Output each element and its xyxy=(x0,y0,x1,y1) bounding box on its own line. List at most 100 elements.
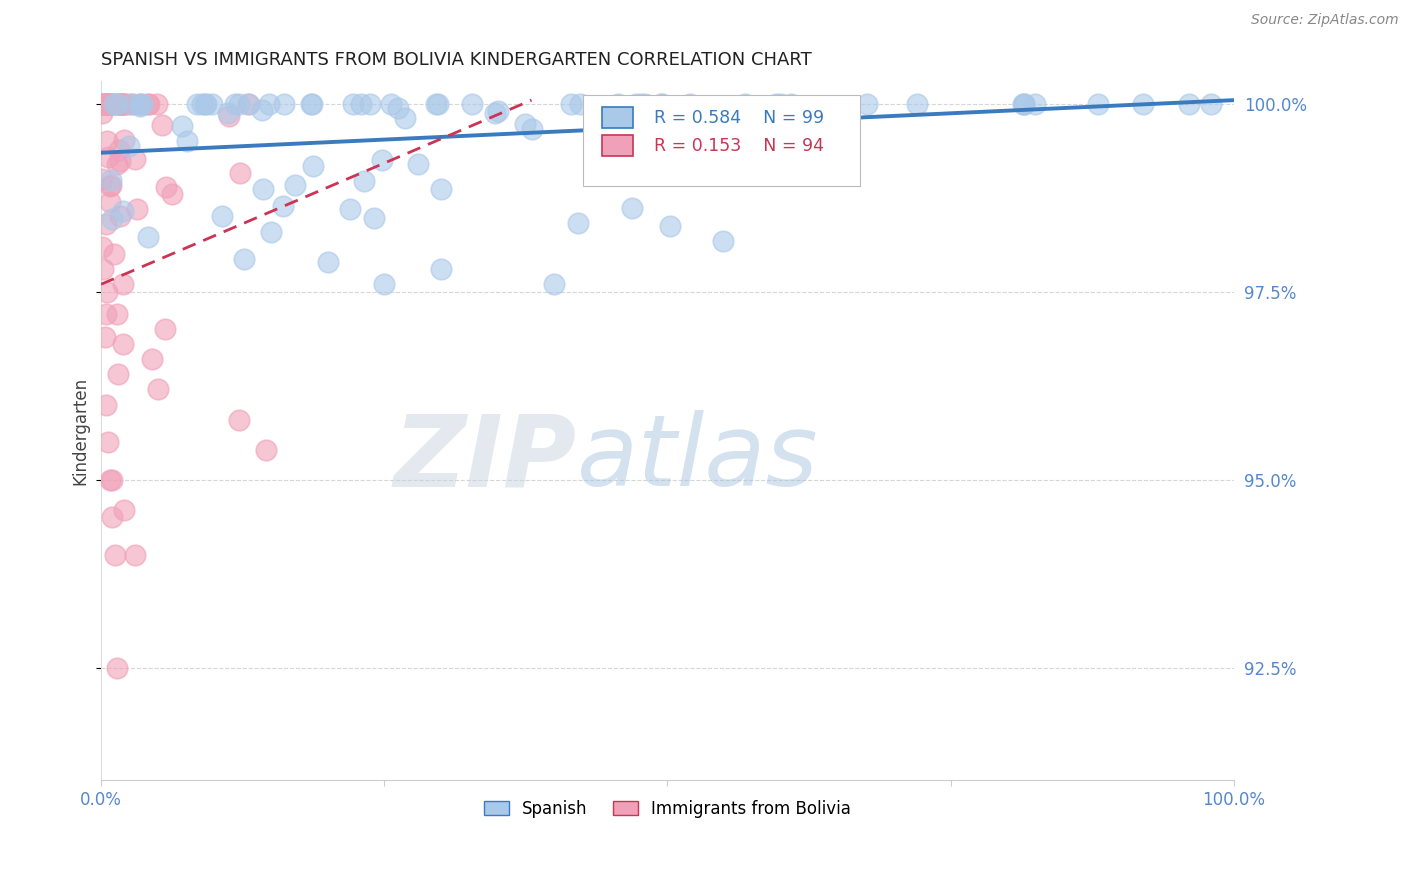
Point xyxy=(153,322,176,336)
Point xyxy=(155,180,177,194)
Point xyxy=(650,96,672,111)
Point xyxy=(229,166,252,180)
Point xyxy=(96,96,118,111)
Point xyxy=(108,153,131,168)
Point xyxy=(673,121,696,136)
Point xyxy=(568,96,591,111)
Point xyxy=(103,247,125,261)
Point xyxy=(430,262,453,277)
Point xyxy=(160,187,183,202)
Text: ZIP: ZIP xyxy=(394,410,576,508)
Point xyxy=(484,106,506,120)
Point xyxy=(111,337,134,351)
Point xyxy=(607,96,630,111)
Point xyxy=(194,96,217,111)
Point xyxy=(659,219,682,233)
Point xyxy=(94,397,117,411)
Point xyxy=(350,96,373,111)
Point xyxy=(342,96,364,111)
Point xyxy=(97,96,120,111)
Point xyxy=(90,106,112,120)
Point xyxy=(679,96,702,111)
Point xyxy=(394,111,416,125)
Point xyxy=(363,211,385,226)
Point xyxy=(170,119,193,133)
Point xyxy=(111,96,134,111)
Point xyxy=(101,510,124,524)
Point xyxy=(380,96,402,111)
Point xyxy=(176,134,198,148)
Point xyxy=(252,103,274,117)
Point xyxy=(1012,96,1035,111)
Text: Source: ZipAtlas.com: Source: ZipAtlas.com xyxy=(1251,13,1399,28)
Point xyxy=(96,96,118,111)
Point xyxy=(96,307,118,321)
Point xyxy=(651,96,673,111)
Point xyxy=(150,118,173,132)
Point xyxy=(101,473,124,487)
Point xyxy=(91,96,114,111)
Point xyxy=(254,442,277,457)
Point xyxy=(105,157,128,171)
Point xyxy=(110,96,132,111)
Point xyxy=(93,96,115,111)
Point xyxy=(765,96,787,111)
Point xyxy=(111,203,134,218)
Legend: Spanish, Immigrants from Bolivia: Spanish, Immigrants from Bolivia xyxy=(477,793,858,824)
Point xyxy=(105,307,128,321)
Point xyxy=(513,117,536,131)
Point xyxy=(94,96,117,111)
Bar xyxy=(602,136,634,156)
Point xyxy=(100,96,122,111)
Point xyxy=(91,172,114,186)
Point xyxy=(108,96,131,111)
Point xyxy=(316,254,339,268)
Point xyxy=(620,201,643,215)
Bar xyxy=(602,107,634,128)
Point xyxy=(905,96,928,111)
Point xyxy=(856,96,879,111)
Point xyxy=(94,96,117,111)
Point xyxy=(284,178,307,192)
Point xyxy=(96,96,118,111)
Point xyxy=(779,96,801,111)
Point xyxy=(273,199,295,213)
Point xyxy=(108,210,131,224)
Point xyxy=(129,96,152,111)
Text: R = 0.153    N = 94: R = 0.153 N = 94 xyxy=(654,136,824,154)
Point xyxy=(131,96,153,111)
Point xyxy=(1087,96,1109,111)
Point xyxy=(97,150,120,164)
Point xyxy=(218,109,240,123)
Point xyxy=(90,240,112,254)
Point xyxy=(406,157,429,171)
Point xyxy=(112,502,135,516)
Point xyxy=(260,225,283,239)
Point xyxy=(105,96,128,111)
Point xyxy=(425,96,447,111)
Point xyxy=(111,277,134,292)
Point xyxy=(100,173,122,187)
Point xyxy=(217,106,239,120)
Point xyxy=(711,234,734,248)
Point xyxy=(1199,96,1222,111)
Point xyxy=(186,96,208,111)
Point xyxy=(302,159,325,173)
Point xyxy=(257,96,280,111)
Text: SPANISH VS IMMIGRANTS FROM BOLIVIA KINDERGARTEN CORRELATION CHART: SPANISH VS IMMIGRANTS FROM BOLIVIA KINDE… xyxy=(101,51,811,69)
Point xyxy=(626,119,648,133)
Point xyxy=(211,209,233,223)
Point xyxy=(370,153,392,167)
Point xyxy=(236,96,259,111)
Point xyxy=(100,96,122,111)
Point xyxy=(121,96,143,111)
Point xyxy=(201,96,224,111)
Point xyxy=(191,96,214,111)
Point xyxy=(127,202,149,217)
Point xyxy=(228,412,250,426)
Point xyxy=(734,96,756,111)
Point xyxy=(118,138,141,153)
Point xyxy=(273,96,295,111)
Point xyxy=(107,368,129,382)
Point xyxy=(101,212,124,227)
